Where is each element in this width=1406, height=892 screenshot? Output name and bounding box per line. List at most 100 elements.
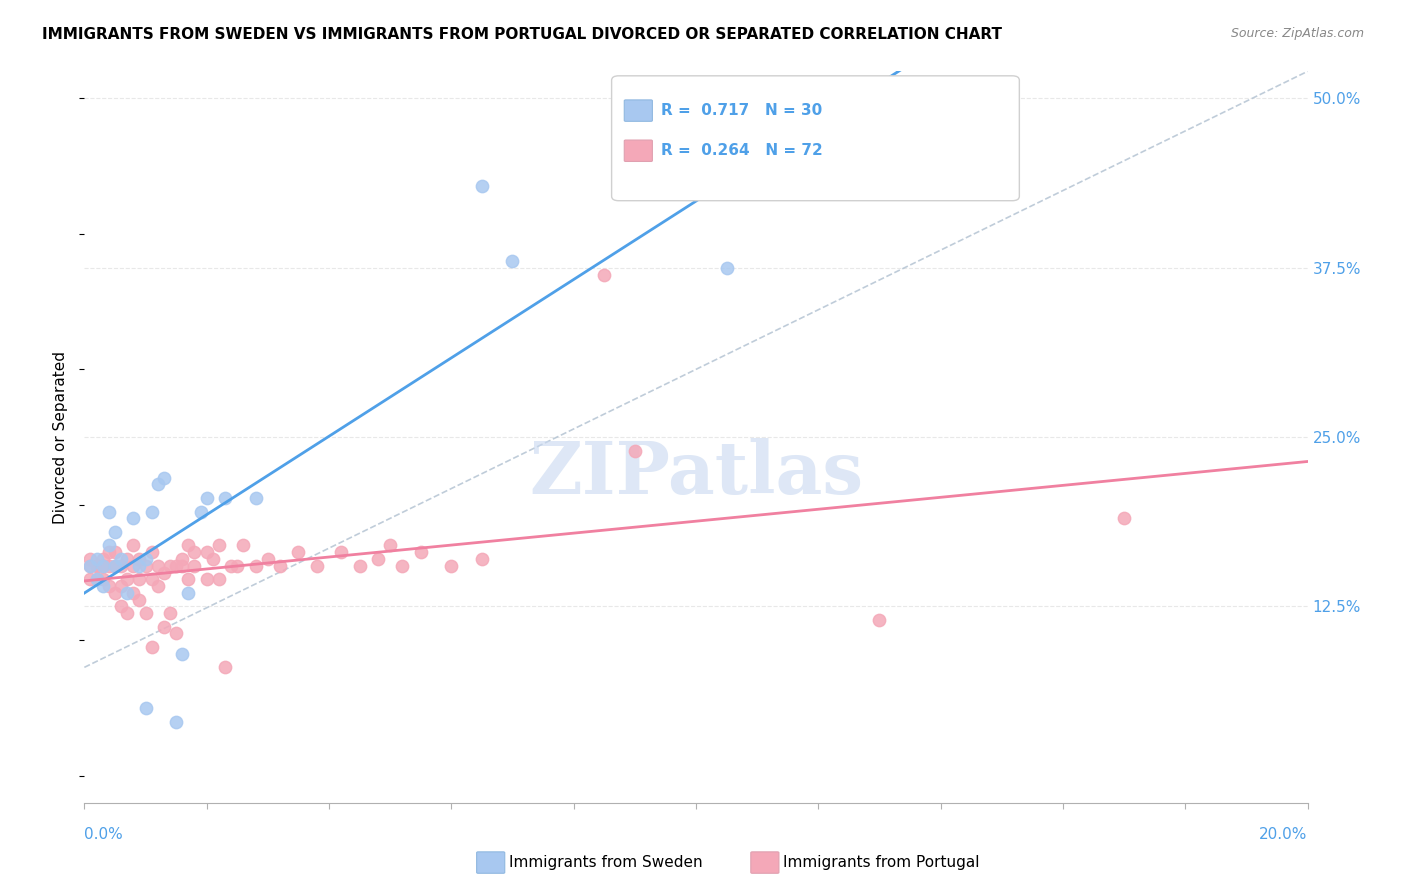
Point [226, 558, 249, 573]
Point [97, 558, 120, 573]
Point [141, 640, 163, 654]
Point [208, 538, 231, 552]
Point [471, 179, 494, 194]
Text: Immigrants from Portugal: Immigrants from Portugal [783, 855, 980, 870]
Point [135, 701, 157, 715]
Point [305, 558, 328, 573]
Point [716, 260, 738, 275]
Point [593, 268, 616, 282]
Point [654, 172, 676, 186]
Point [159, 606, 181, 620]
Point [195, 545, 218, 559]
Point [190, 505, 212, 519]
Point [122, 586, 145, 600]
Point [141, 545, 163, 559]
Point [86, 552, 108, 566]
Point [153, 566, 176, 580]
Point [110, 552, 132, 566]
Point [159, 558, 181, 573]
Point [79, 552, 101, 566]
Point [183, 545, 205, 559]
Point [440, 558, 463, 573]
Point [380, 538, 402, 552]
Point [86, 558, 108, 573]
Point [91, 572, 114, 586]
Point [1114, 511, 1136, 525]
Point [245, 558, 267, 573]
Point [165, 714, 187, 729]
Point [287, 545, 309, 559]
Point [91, 552, 114, 566]
Point [104, 558, 127, 573]
Point [172, 552, 194, 566]
Point [97, 505, 120, 519]
Point [367, 552, 389, 566]
Point [135, 558, 157, 573]
Text: 0.0%: 0.0% [84, 827, 124, 841]
Text: Source: ZipAtlas.com: Source: ZipAtlas.com [1230, 27, 1364, 40]
Y-axis label: Divorced or Separated: Divorced or Separated [53, 351, 69, 524]
Point [776, 172, 799, 186]
Text: R =  0.264   N = 72: R = 0.264 N = 72 [661, 144, 823, 158]
Point [104, 586, 127, 600]
Point [165, 626, 187, 640]
Point [128, 572, 150, 586]
Point [115, 552, 138, 566]
Point [208, 572, 231, 586]
Point [624, 443, 647, 458]
Point [257, 552, 280, 566]
Point [104, 558, 127, 573]
Point [165, 558, 187, 573]
Point [153, 471, 176, 485]
Text: 20.0%: 20.0% [1260, 827, 1308, 841]
Text: ZIPatlas: ZIPatlas [529, 438, 863, 509]
Point [91, 558, 114, 573]
Point [97, 579, 120, 593]
Point [97, 545, 120, 559]
Point [245, 491, 267, 505]
Point [869, 613, 891, 627]
Point [177, 538, 200, 552]
Point [183, 558, 205, 573]
Point [502, 254, 524, 268]
Point [104, 524, 127, 539]
Point [115, 586, 138, 600]
Point [391, 558, 413, 573]
Point [409, 545, 432, 559]
Point [146, 558, 169, 573]
Point [79, 558, 101, 573]
Point [135, 606, 157, 620]
Point [122, 511, 145, 525]
Point [146, 477, 169, 491]
Point [349, 558, 371, 573]
Point [122, 538, 145, 552]
Point [141, 572, 163, 586]
Point [471, 552, 494, 566]
Point [104, 545, 127, 559]
Text: R =  0.717   N = 30: R = 0.717 N = 30 [661, 103, 823, 118]
Point [115, 572, 138, 586]
Point [110, 599, 132, 614]
Point [214, 660, 236, 674]
Point [177, 572, 200, 586]
Point [128, 552, 150, 566]
Point [195, 572, 218, 586]
Point [128, 592, 150, 607]
Point [110, 558, 132, 573]
Point [172, 647, 194, 661]
Point [135, 552, 157, 566]
Text: IMMIGRANTS FROM SWEDEN VS IMMIGRANTS FROM PORTUGAL DIVORCED OR SEPARATED CORRELA: IMMIGRANTS FROM SWEDEN VS IMMIGRANTS FRO… [42, 27, 1002, 42]
Point [128, 558, 150, 573]
Point [97, 538, 120, 552]
Point [122, 558, 145, 573]
Point [201, 552, 224, 566]
Point [146, 579, 169, 593]
Point [86, 572, 108, 586]
Point [91, 579, 114, 593]
Point [115, 606, 138, 620]
Point [219, 558, 242, 573]
Point [141, 505, 163, 519]
Point [79, 558, 101, 573]
Point [177, 586, 200, 600]
Point [330, 545, 353, 559]
